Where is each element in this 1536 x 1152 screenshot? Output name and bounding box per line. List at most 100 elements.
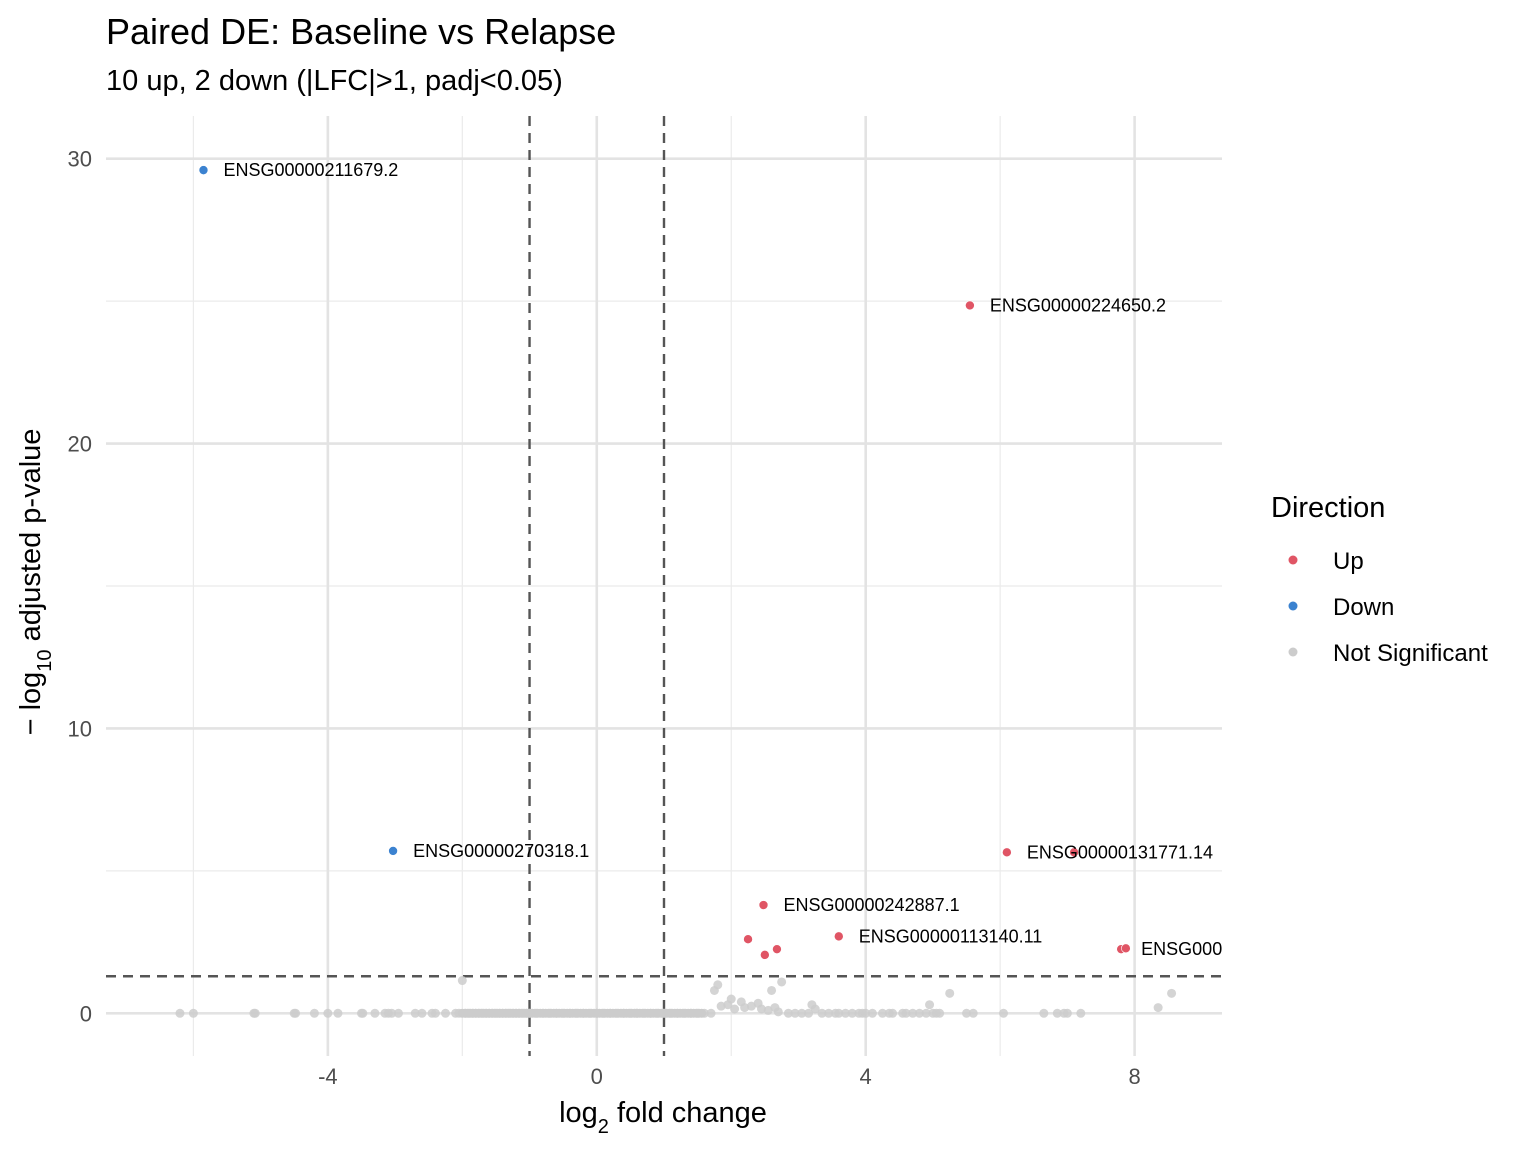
point-not-significant bbox=[1052, 1008, 1062, 1018]
point-not-significant bbox=[706, 1008, 716, 1018]
legend-title: Direction bbox=[1271, 492, 1385, 524]
point-up bbox=[833, 931, 844, 942]
point-not-significant bbox=[935, 1008, 945, 1018]
gene-label: ENSG00000211679.2 bbox=[223, 160, 398, 180]
point-up bbox=[772, 944, 782, 954]
gene-label: ENSG00000270318.1 bbox=[413, 841, 589, 861]
not-significant-points bbox=[175, 976, 1177, 1018]
point-not-significant bbox=[777, 977, 787, 987]
point-not-significant bbox=[783, 1008, 793, 1018]
point-not-significant bbox=[888, 1008, 898, 1018]
point-not-significant bbox=[921, 1008, 931, 1018]
point-not-significant bbox=[1062, 1008, 1072, 1018]
y-axis-title-subscript: 10 bbox=[34, 649, 56, 671]
x-tick-label: 4 bbox=[860, 1064, 872, 1089]
point-not-significant bbox=[716, 1001, 726, 1011]
y-tick-label: 30 bbox=[68, 147, 92, 172]
point-not-significant bbox=[914, 1008, 924, 1018]
point-not-significant bbox=[962, 1008, 972, 1018]
point-not-significant bbox=[175, 1008, 185, 1018]
legend-key-up bbox=[1288, 555, 1298, 565]
point-not-significant bbox=[773, 1007, 783, 1017]
point-not-significant bbox=[370, 1008, 380, 1018]
point-not-significant bbox=[309, 1008, 319, 1018]
point-not-significant bbox=[457, 976, 467, 986]
x-axis-title-log: log bbox=[559, 1097, 598, 1129]
gene-label: ENSG00000242887.1 bbox=[783, 895, 959, 915]
y-axis-ticks: 0 10 20 30 bbox=[68, 147, 92, 1027]
point-not-significant bbox=[250, 1008, 260, 1018]
legend-key-down bbox=[1288, 601, 1298, 611]
point-not-significant bbox=[410, 1008, 420, 1018]
y-axis-title: − log10 adjusted p-value bbox=[15, 429, 56, 736]
point-not-significant bbox=[740, 1003, 750, 1013]
point-not-significant bbox=[810, 1004, 820, 1014]
x-axis-title-subscript: 2 bbox=[598, 1116, 609, 1138]
point-not-significant bbox=[797, 1008, 807, 1018]
x-tick-label: 0 bbox=[591, 1064, 603, 1089]
point-not-significant bbox=[817, 1008, 827, 1018]
point-not-significant bbox=[847, 1008, 857, 1018]
point-not-significant bbox=[790, 1008, 800, 1018]
point-not-significant bbox=[1153, 1003, 1163, 1013]
legend-entries: Up Down Not Significant bbox=[1288, 548, 1488, 667]
legend-label: Up bbox=[1333, 548, 1364, 575]
x-tick-label: -4 bbox=[318, 1064, 338, 1089]
point-not-significant bbox=[945, 988, 955, 998]
point-up bbox=[1069, 847, 1079, 858]
x-tick-label: 8 bbox=[1128, 1064, 1140, 1089]
point-not-significant bbox=[925, 1000, 935, 1010]
point-up bbox=[760, 950, 770, 960]
point-not-significant bbox=[358, 1008, 368, 1018]
legend-key-not-significant bbox=[1288, 647, 1298, 657]
point-down bbox=[198, 165, 209, 175]
point-down bbox=[388, 846, 398, 856]
point-not-significant bbox=[968, 1008, 978, 1018]
y-axis-title-log: − log bbox=[15, 672, 47, 736]
point-not-significant bbox=[333, 1008, 343, 1018]
point-up bbox=[1121, 943, 1131, 954]
point-not-significant bbox=[804, 1008, 814, 1018]
point-not-significant bbox=[901, 1008, 911, 1018]
point-not-significant bbox=[387, 1008, 397, 1018]
point-not-significant bbox=[999, 1008, 1009, 1018]
point-not-significant bbox=[697, 1008, 707, 1018]
point-not-significant bbox=[713, 980, 723, 990]
point-not-significant bbox=[841, 1008, 851, 1018]
point-not-significant bbox=[417, 1008, 427, 1018]
significant-points bbox=[198, 165, 1131, 960]
point-not-significant bbox=[763, 1005, 773, 1015]
point-up bbox=[965, 300, 975, 311]
point-not-significant bbox=[861, 1008, 871, 1018]
gene-label: ENSG00000131771.14 bbox=[1027, 842, 1213, 862]
point-not-significant bbox=[730, 1004, 740, 1014]
chart-subtitle: 10 up, 2 down (|LFC|>1, padj<0.05) bbox=[106, 65, 563, 97]
legend-label: Down bbox=[1333, 594, 1394, 621]
legend: Direction Up Down Not Significant bbox=[1271, 492, 1488, 667]
point-up bbox=[743, 934, 753, 945]
point-up bbox=[1002, 847, 1012, 858]
point-not-significant bbox=[323, 1008, 333, 1018]
chart-title: Paired DE: Baseline vs Relapse bbox=[106, 11, 616, 52]
gene-label: ENSG00000113140.11 bbox=[859, 926, 1042, 946]
point-not-significant bbox=[1167, 988, 1177, 998]
point-not-significant bbox=[824, 1008, 834, 1018]
point-labels: ENSG00000211679.2 ENSG00000270318.1 ENSG00… bbox=[223, 160, 1242, 959]
point-up bbox=[758, 900, 769, 910]
point-not-significant bbox=[726, 994, 736, 1004]
point-not-significant bbox=[834, 1008, 844, 1018]
x-axis-title-rest: fold change bbox=[609, 1097, 767, 1129]
point-not-significant bbox=[756, 1004, 766, 1014]
point-not-significant bbox=[867, 1008, 877, 1018]
point-not-significant bbox=[188, 1008, 198, 1018]
point-not-significant bbox=[877, 1008, 887, 1018]
y-tick-label: 10 bbox=[68, 716, 92, 741]
point-not-significant bbox=[1076, 1008, 1086, 1018]
gene-label: ENSG00000 bbox=[1141, 939, 1242, 959]
point-not-significant bbox=[767, 985, 777, 995]
point-not-significant bbox=[441, 1008, 451, 1018]
y-tick-label: 0 bbox=[80, 1001, 92, 1026]
y-axis-title-rest: adjusted p-value bbox=[15, 429, 47, 650]
x-axis-title: log2 fold change bbox=[559, 1097, 767, 1138]
